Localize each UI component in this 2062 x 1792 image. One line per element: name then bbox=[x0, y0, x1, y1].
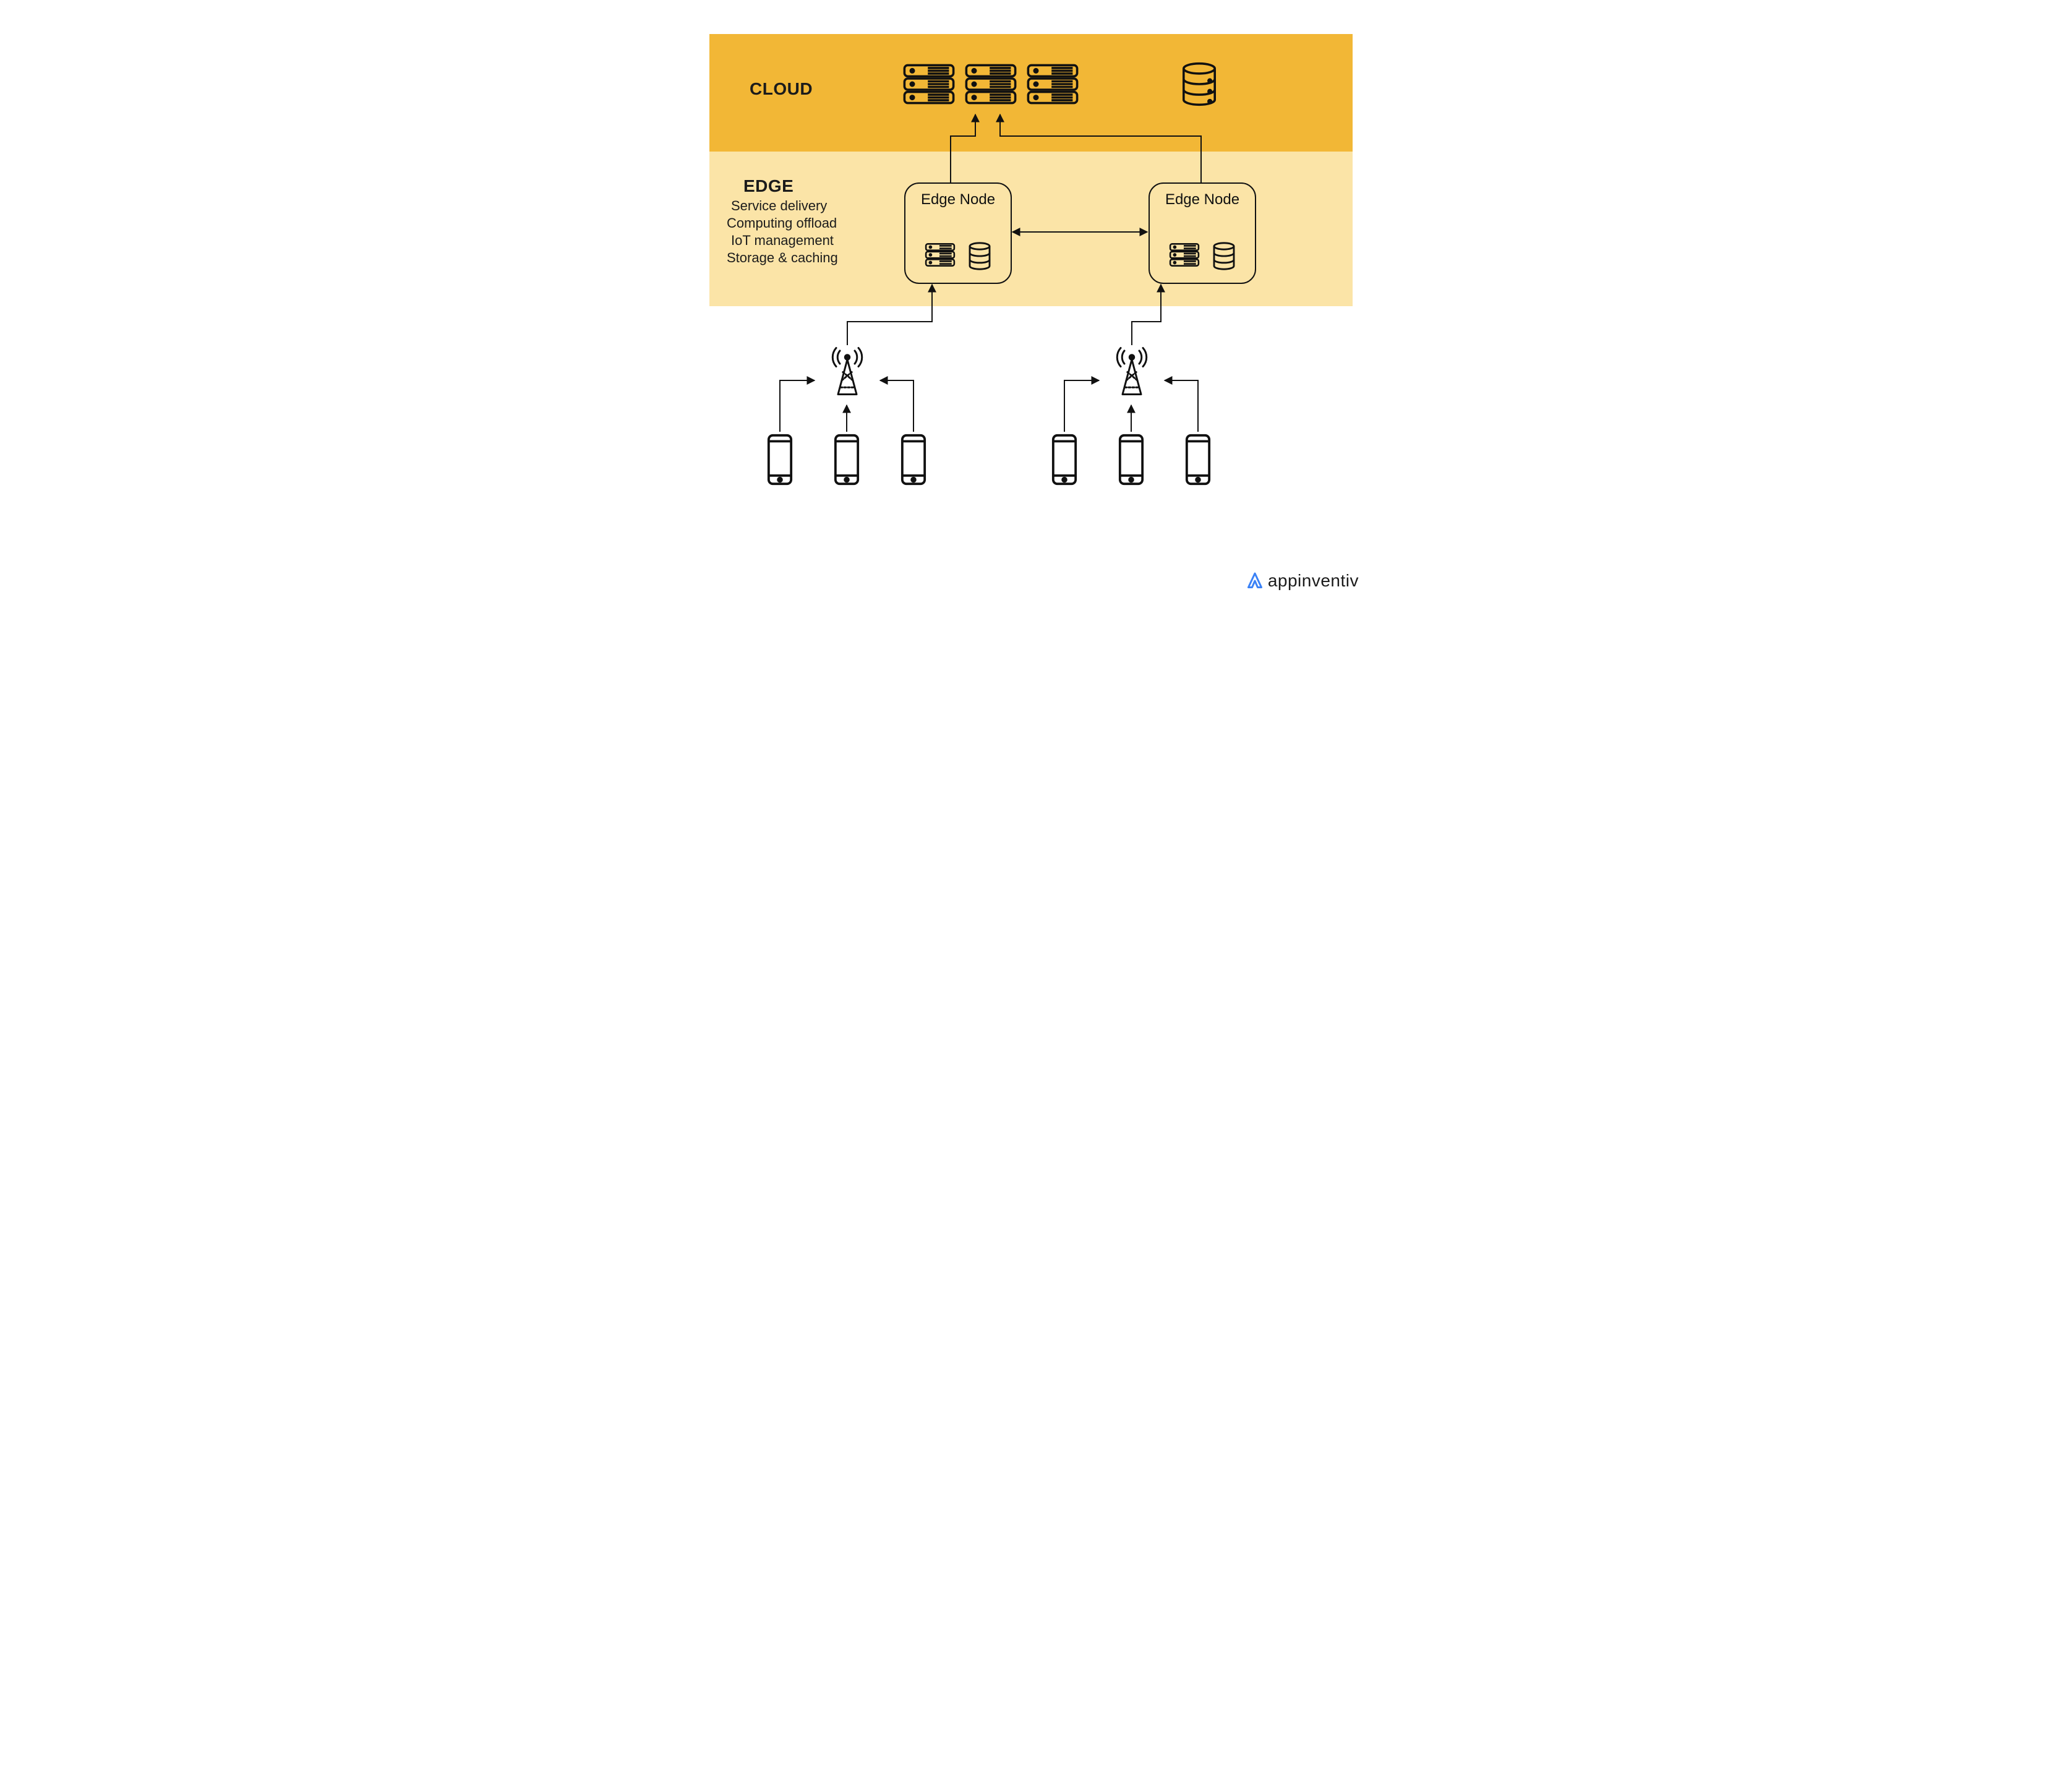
edge-subtext: Service delivery bbox=[731, 198, 827, 214]
server-stack-icon bbox=[924, 242, 956, 268]
brand-text: appinventiv bbox=[1268, 571, 1359, 591]
edge-subtext: IoT management bbox=[731, 233, 834, 249]
brand-mark-icon bbox=[1246, 572, 1264, 590]
database-icon bbox=[1212, 242, 1236, 270]
database-icon bbox=[967, 242, 992, 270]
diagram-stage: CLOUD bbox=[685, 0, 1377, 602]
phone-icon bbox=[1183, 433, 1213, 486]
edge-label: EDGE bbox=[743, 176, 794, 196]
brand-logo: appinventiv bbox=[1246, 571, 1359, 591]
server-stack-icon bbox=[901, 62, 957, 106]
edge-node-title: Edge Node bbox=[905, 191, 1011, 208]
server-stack-icon bbox=[963, 62, 1019, 106]
phone-icon bbox=[1050, 433, 1079, 486]
phone-icon bbox=[765, 433, 795, 486]
phone-icon bbox=[1116, 433, 1146, 486]
edge-subtext: Computing offload bbox=[727, 215, 837, 231]
cloud-label: CLOUD bbox=[750, 79, 813, 99]
edge-subtext: Storage & caching bbox=[727, 250, 838, 266]
edge-node-title: Edge Node bbox=[1150, 191, 1255, 208]
server-stack-icon bbox=[1025, 62, 1080, 106]
server-stack-icon bbox=[1168, 242, 1200, 268]
edge-node: Edge Node bbox=[904, 182, 1012, 284]
cell-tower-icon bbox=[1104, 343, 1160, 399]
phone-icon bbox=[899, 433, 928, 486]
cell-tower-icon bbox=[819, 343, 875, 399]
database-icon bbox=[1179, 62, 1219, 106]
edge-node: Edge Node bbox=[1149, 182, 1256, 284]
phone-icon bbox=[832, 433, 862, 486]
